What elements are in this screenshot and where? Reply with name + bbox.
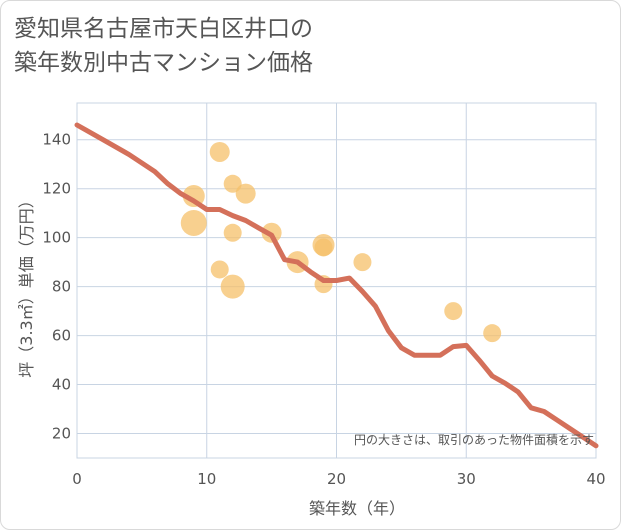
x-tick-label: 40 [586, 470, 605, 488]
size-note: 円の大きさは、取引のあった物件面積を示す [354, 432, 594, 447]
y-tick-label: 100 [42, 229, 71, 247]
y-tick-label: 20 [52, 425, 71, 443]
y-tick-label: 60 [52, 327, 71, 345]
trend-line-group [74, 122, 599, 449]
x-tick-label: 10 [197, 470, 216, 488]
tick-labels: 0 10 20 30 40 20 40 60 80 100 120 140 [42, 131, 605, 488]
title-line-1: 愛知県名古屋市天白区井口の [14, 16, 313, 42]
title-line-2: 築年数別中古マンション価格 [14, 50, 313, 76]
y-tick-label: 140 [42, 131, 71, 149]
data-point [314, 238, 333, 257]
data-point [353, 253, 372, 272]
x-tick-label: 20 [327, 470, 346, 488]
data-points [180, 141, 502, 343]
data-point [235, 183, 256, 204]
y-tick-label: 40 [52, 376, 71, 394]
data-point [483, 324, 502, 343]
trend-line [74, 122, 599, 449]
data-point [210, 260, 229, 279]
chart-title: 愛知県名古屋市天白区井口の 築年数別中古マンション価格 [14, 12, 313, 80]
y-tick-label: 80 [52, 278, 71, 296]
x-axis-label: 築年数（年） [309, 499, 405, 518]
y-tick-label: 120 [42, 180, 71, 198]
data-point [444, 302, 463, 321]
data-point [180, 209, 207, 236]
x-tick-label: 0 [72, 470, 82, 488]
data-point [220, 274, 245, 299]
x-tick-label: 30 [457, 470, 476, 488]
data-point [209, 141, 230, 162]
y-axis-label: 坪（3.3㎡）単価（万円） [17, 192, 36, 377]
data-point [223, 223, 242, 242]
